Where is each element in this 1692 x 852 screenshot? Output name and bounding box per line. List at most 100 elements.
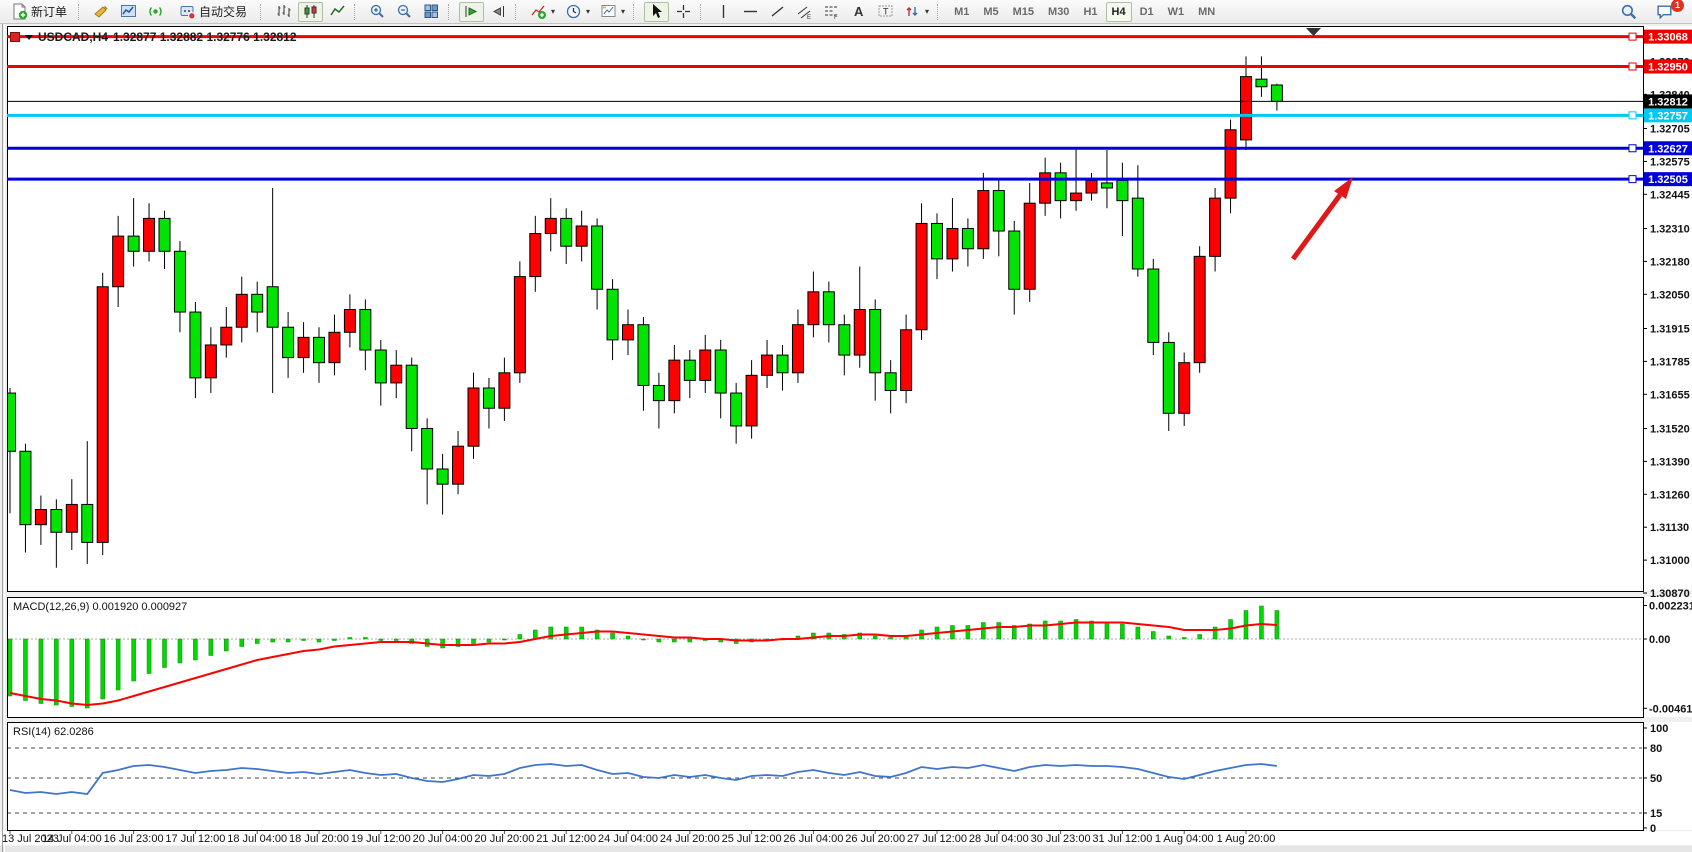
- new-order-button[interactable]: 新订单: [4, 2, 74, 22]
- level-line-1.32505[interactable]: 1.32505: [7, 172, 1692, 187]
- timeframe-bar: M1 M5 M15 M30 H1 H4 D1 W1 MN: [947, 1, 1222, 22]
- macd-bar: [85, 638, 90, 709]
- date-label: 24 Jul 04:00: [598, 833, 658, 845]
- date-label: 1 Aug 20:00: [1217, 833, 1276, 845]
- crosshair-button[interactable]: [671, 2, 696, 22]
- timeframe-button-w1[interactable]: W1: [1167, 5, 1185, 18]
- templates-icon: [601, 5, 616, 17]
- candle: [776, 354, 789, 374]
- timeframe-button-h1[interactable]: H1: [1083, 5, 1098, 18]
- macd-bar: [23, 638, 28, 701]
- candle: [498, 372, 511, 409]
- timeframe-button-mn[interactable]: MN: [1198, 5, 1216, 18]
- new-order-label: 新订单: [30, 5, 67, 19]
- trendline-button[interactable]: [765, 2, 790, 22]
- rsi-line: [9, 763, 1278, 795]
- candle: [1039, 172, 1052, 204]
- candle: [652, 384, 665, 402]
- date-axis-strip[interactable]: [0, 831, 1692, 845]
- zoom-out-button[interactable]: [392, 2, 417, 22]
- level-price-tag: [1644, 29, 1692, 44]
- candle: [730, 392, 743, 427]
- level-line-1.33068[interactable]: 1.33068: [7, 29, 1692, 44]
- equidistant-channel-button[interactable]: E: [792, 2, 817, 22]
- line-chart-button[interactable]: [325, 2, 350, 22]
- macd-bar: [1042, 620, 1048, 640]
- chart-shift-marker-icon[interactable]: [1306, 28, 1321, 36]
- level-price-tag: [1644, 141, 1692, 156]
- line-chart-icon: [330, 5, 345, 16]
- candle: [560, 217, 573, 247]
- candle: [699, 349, 712, 381]
- periods-button[interactable]: ▾: [561, 2, 594, 22]
- tile-windows-button[interactable]: [419, 2, 444, 22]
- macd-bar: [1259, 605, 1264, 640]
- rsi-axis-label: 0: [1650, 823, 1656, 835]
- terminal-button[interactable]: [116, 2, 141, 22]
- cursor-icon: [653, 4, 663, 18]
- autotrading-button[interactable]: 自动交易: [170, 2, 256, 22]
- text-label-button[interactable]: T: [873, 2, 898, 22]
- trend-arrow[interactable]: [1290, 177, 1353, 261]
- level-line-1.32627[interactable]: 1.32627: [7, 141, 1692, 156]
- line-handle: [1628, 62, 1637, 71]
- arrows-button[interactable]: ▾: [900, 2, 933, 22]
- macd-bar: [332, 638, 337, 641]
- timeframe-button-m30[interactable]: M30: [1048, 5, 1070, 18]
- candlestick-chart-button[interactable]: [298, 1, 323, 22]
- chart-shift-icon: [492, 6, 504, 17]
- horizontal-line-button[interactable]: [738, 2, 763, 22]
- candle: [961, 228, 974, 250]
- chart-shift-button[interactable]: [486, 2, 511, 22]
- text-button[interactable]: A: [846, 2, 871, 22]
- zoom-in-button[interactable]: [365, 2, 390, 22]
- level-price-tag: [1644, 172, 1692, 187]
- candle: [282, 326, 295, 359]
- macd-bar: [872, 635, 878, 640]
- timeframe-button-m15[interactable]: M15: [1012, 5, 1035, 18]
- macd-bar: [502, 638, 507, 641]
- date-label: 16 Jul 23:00: [104, 833, 164, 845]
- level-line-1.32950[interactable]: 1.32950: [7, 59, 1692, 74]
- chat-notification-badge: 1: [1671, 0, 1684, 12]
- candle: [1023, 202, 1036, 290]
- date-label: 19 Jul 12:00: [351, 833, 411, 845]
- cursor-button[interactable]: [644, 1, 670, 22]
- chat-button[interactable]: 1: [1652, 0, 1684, 22]
- auto-scroll-button[interactable]: [459, 1, 484, 22]
- timeframe-button-h4[interactable]: H4: [1105, 1, 1132, 22]
- svg-text:E: E: [807, 15, 811, 20]
- date-label: 18 Jul 04:00: [227, 833, 287, 845]
- macd-bar: [965, 625, 971, 640]
- macd-bar: [162, 638, 167, 668]
- timeframe-button-m1[interactable]: M1: [954, 5, 970, 18]
- candle: [235, 293, 248, 328]
- price-tick-label: 1.32445: [1650, 189, 1690, 201]
- news-button[interactable]: [89, 2, 114, 22]
- level-line-1.32757[interactable]: 1.32757: [7, 108, 1692, 123]
- rsi-plot: [8, 747, 1642, 814]
- timeframe-button-m5[interactable]: M5: [983, 5, 999, 18]
- price-tick-label: 1.32050: [1650, 289, 1690, 301]
- fibonacci-button[interactable]: F: [819, 2, 844, 22]
- chart-title-caret-icon[interactable]: [25, 34, 33, 40]
- timeframe-button-d1[interactable]: D1: [1139, 5, 1154, 18]
- candle: [251, 293, 264, 313]
- vertical-line-button[interactable]: [711, 2, 736, 22]
- autotrading-icon: [180, 6, 196, 20]
- price-tick-label: 1.32310: [1650, 224, 1690, 236]
- auto-scroll-icon: [465, 6, 478, 17]
- signals-button[interactable]: [143, 2, 168, 22]
- macd-axis-label: -0.004619: [1649, 703, 1692, 715]
- macd-bar: [625, 635, 631, 640]
- candle: [575, 225, 588, 247]
- macd-bar: [254, 638, 260, 644]
- bar-chart-button[interactable]: [271, 2, 296, 22]
- indicators-button[interactable]: ▾: [526, 2, 559, 22]
- templates-button[interactable]: ▾: [596, 2, 629, 22]
- search-button[interactable]: [1616, 2, 1642, 22]
- macd-bar: [1181, 637, 1187, 640]
- equidistant-channel-icon: E: [797, 6, 811, 20]
- current-price-line: 1.32812: [7, 94, 1692, 109]
